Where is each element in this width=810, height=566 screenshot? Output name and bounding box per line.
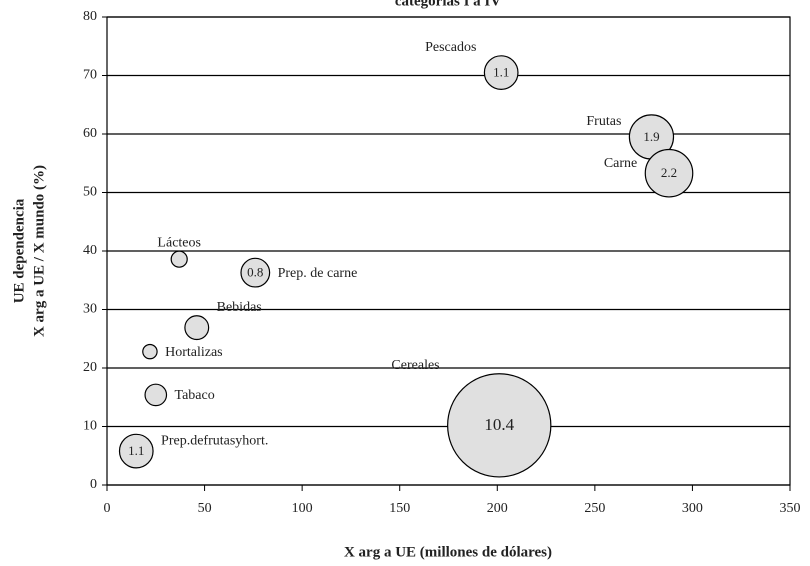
bubble <box>144 383 168 407</box>
point-label: Cereales <box>391 358 439 373</box>
y-tick-label: 0 <box>90 477 97 492</box>
size-label: 2.2 <box>661 165 677 180</box>
point-label: Pescados <box>425 40 476 55</box>
x-tick-label: 350 <box>780 501 801 516</box>
point-label: Carne <box>604 156 637 171</box>
y-tick-label: 60 <box>83 126 97 141</box>
x-tick-label: 100 <box>292 501 313 516</box>
x-tick-label: 300 <box>682 501 703 516</box>
bubble <box>644 148 694 198</box>
bubble <box>142 343 158 360</box>
plot-border <box>106 16 791 486</box>
y-axis-label: UE dependencia <box>11 198 27 303</box>
x-tick-label: 200 <box>487 501 508 516</box>
point-label: Lácteos <box>157 235 201 250</box>
x-axis-label: X arg a UE (millones de dólares) <box>344 544 552 560</box>
y-tick-label: 70 <box>83 68 97 83</box>
y-tick-label: 30 <box>83 302 97 317</box>
bubble <box>118 433 154 469</box>
x-tick-label: 250 <box>584 501 605 516</box>
x-tick-label: 0 <box>104 501 111 516</box>
point-label: Prep.defrutasyhort. <box>161 433 268 448</box>
chart-title: categorías I a IV <box>395 0 501 9</box>
x-tick-label: 150 <box>389 501 410 516</box>
point-label: Frutas <box>586 114 621 129</box>
x-tick-label: 50 <box>198 501 212 516</box>
size-label: 0.8 <box>247 265 263 280</box>
size-label: 10.4 <box>484 415 514 434</box>
point-label: Hortalizas <box>165 345 223 360</box>
bubble <box>447 373 552 478</box>
size-label: 1.1 <box>128 443 144 458</box>
size-label: 1.9 <box>643 129 659 144</box>
y-axis-label: X arg a UE / X mundo (%) <box>31 165 47 337</box>
bubble <box>483 55 519 90</box>
y-tick-label: 40 <box>83 243 97 258</box>
y-tick-label: 50 <box>83 185 97 200</box>
point-label: Tabaco <box>175 388 215 403</box>
y-tick-label: 10 <box>83 419 97 434</box>
y-tick-label: 80 <box>83 9 97 24</box>
point-label: Bebidas <box>217 300 262 315</box>
size-label: 1.1 <box>493 65 509 80</box>
bubble <box>240 257 271 288</box>
bubble <box>184 315 210 341</box>
bubble <box>170 250 188 268</box>
point-label: Prep. de carne <box>278 266 358 281</box>
y-tick-label: 20 <box>83 360 97 375</box>
